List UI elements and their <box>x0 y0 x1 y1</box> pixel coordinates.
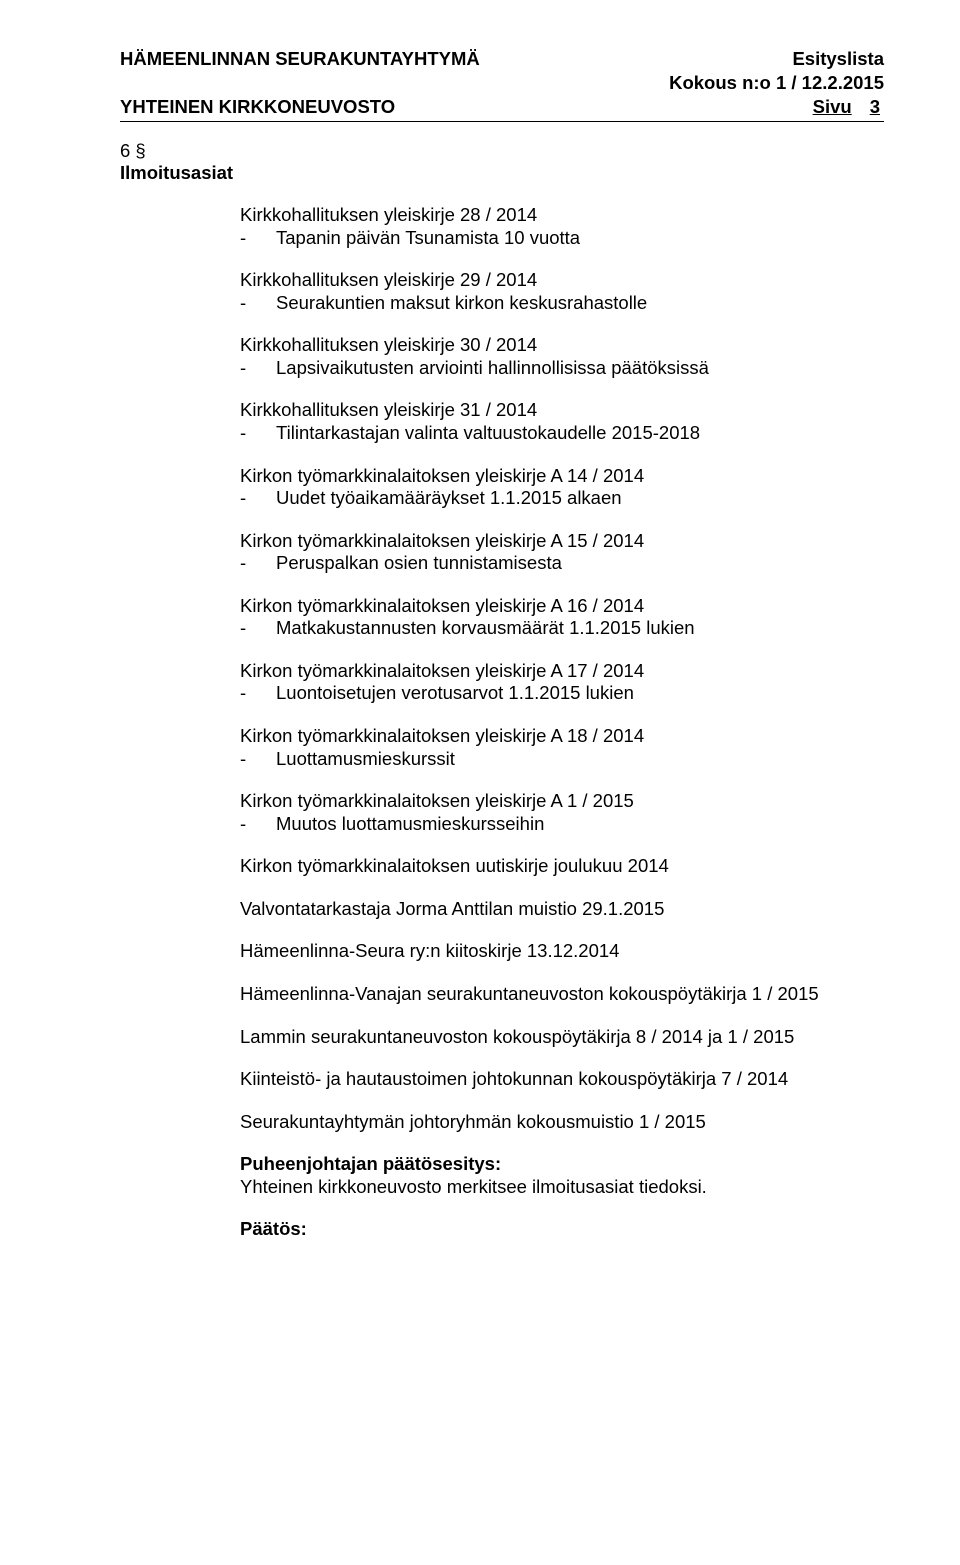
circular-heading: Kirkon työmarkkinalaitoksen yleiskirje A… <box>240 465 884 488</box>
info-paragraph: Hämeenlinna-Vanajan seurakuntaneuvoston … <box>240 983 884 1006</box>
page-number: 3 <box>870 96 880 118</box>
doc-subheader: Kokous n:o 1 / 12.2.2015 <box>120 72 884 94</box>
circular-heading: Kirkon työmarkkinalaitoksen yleiskirje A… <box>240 790 884 813</box>
circular-bullet: Lapsivaikutusten arviointi hallinnollisi… <box>240 357 884 380</box>
circular-item: Kirkon työmarkkinalaitoksen yleiskirje A… <box>240 725 884 770</box>
doc-header: HÄMEENLINNAN SEURAKUNTAYHTYMÄ Esityslist… <box>120 48 884 70</box>
proposal-text: Yhteinen kirkkoneuvosto merkitsee ilmoit… <box>240 1176 884 1199</box>
circular-bullet: Uudet työaikamääräykset 1.1.2015 alkaen <box>240 487 884 510</box>
circular-heading: Kirkon työmarkkinalaitoksen yleiskirje A… <box>240 530 884 553</box>
circular-item: Kirkon työmarkkinalaitoksen yleiskirje A… <box>240 530 884 575</box>
circular-item: Kirkkohallituksen yleiskirje 29 / 2014 S… <box>240 269 884 314</box>
meeting-info: Kokous n:o 1 / 12.2.2015 <box>669 72 884 94</box>
content-body: Kirkkohallituksen yleiskirje 28 / 2014 T… <box>240 204 884 1241</box>
circular-item: Kirkon työmarkkinalaitoksen yleiskirje A… <box>240 595 884 640</box>
decision-label: Päätös: <box>240 1218 884 1241</box>
circular-bullet: Luottamusmieskurssit <box>240 748 884 771</box>
info-paragraph: Valvontatarkastaja Jorma Anttilan muisti… <box>240 898 884 921</box>
section-number: 6 § <box>120 140 884 162</box>
info-paragraph: Kiinteistö- ja hautaustoimen johtokunnan… <box>240 1068 884 1091</box>
circular-heading: Kirkon työmarkkinalaitoksen yleiskirje A… <box>240 725 884 748</box>
circular-heading: Kirkkohallituksen yleiskirje 30 / 2014 <box>240 334 884 357</box>
info-paragraph: Seurakuntayhtymän johtoryhmän kokousmuis… <box>240 1111 884 1134</box>
circular-item: Kirkkohallituksen yleiskirje 31 / 2014 T… <box>240 399 884 444</box>
circular-item: Kirkon työmarkkinalaitoksen yleiskirje A… <box>240 465 884 510</box>
circular-bullet: Muutos luottamusmieskursseihin <box>240 813 884 836</box>
org-name: HÄMEENLINNAN SEURAKUNTAYHTYMÄ <box>120 48 480 70</box>
header-rule <box>120 121 884 122</box>
proposal-title: Puheenjohtajan päätösesitys: <box>240 1153 884 1176</box>
proposal-block: Puheenjohtajan päätösesitys: Yhteinen ki… <box>240 1153 884 1198</box>
body-name: YHTEINEN KIRKKONEUVOSTO <box>120 96 395 118</box>
circular-item: Kirkkohallituksen yleiskirje 30 / 2014 L… <box>240 334 884 379</box>
circular-item: Kirkkohallituksen yleiskirje 28 / 2014 T… <box>240 204 884 249</box>
circular-bullet: Tapanin päivän Tsunamista 10 vuotta <box>240 227 884 250</box>
circular-heading: Kirkkohallituksen yleiskirje 28 / 2014 <box>240 204 884 227</box>
info-paragraph: Lammin seurakuntaneuvoston kokouspöytäki… <box>240 1026 884 1049</box>
circular-heading: Kirkkohallituksen yleiskirje 29 / 2014 <box>240 269 884 292</box>
circular-bullet: Seurakuntien maksut kirkon keskusrahasto… <box>240 292 884 315</box>
circular-item: Kirkon työmarkkinalaitoksen yleiskirje A… <box>240 790 884 835</box>
page-label: Sivu <box>813 96 852 118</box>
doc-body-row: YHTEINEN KIRKKONEUVOSTO Sivu 3 <box>120 96 884 118</box>
circular-bullet: Luontoisetujen verotusarvot 1.1.2015 luk… <box>240 682 884 705</box>
circular-item: Kirkon työmarkkinalaitoksen yleiskirje A… <box>240 660 884 705</box>
circular-bullet: Peruspalkan osien tunnistamisesta <box>240 552 884 575</box>
circular-bullet: Tilintarkastajan valinta valtuustokaudel… <box>240 422 884 445</box>
circular-heading: Kirkkohallituksen yleiskirje 31 / 2014 <box>240 399 884 422</box>
info-paragraph: Kirkon työmarkkinalaitoksen uutiskirje j… <box>240 855 884 878</box>
info-paragraph: Hämeenlinna-Seura ry:n kiitoskirje 13.12… <box>240 940 884 963</box>
circular-heading: Kirkon työmarkkinalaitoksen yleiskirje A… <box>240 660 884 683</box>
doc-type: Esityslista <box>792 48 884 70</box>
circular-heading: Kirkon työmarkkinalaitoksen yleiskirje A… <box>240 595 884 618</box>
circular-bullet: Matkakustannusten korvausmäärät 1.1.2015… <box>240 617 884 640</box>
section-title: Ilmoitusasiat <box>120 162 884 184</box>
